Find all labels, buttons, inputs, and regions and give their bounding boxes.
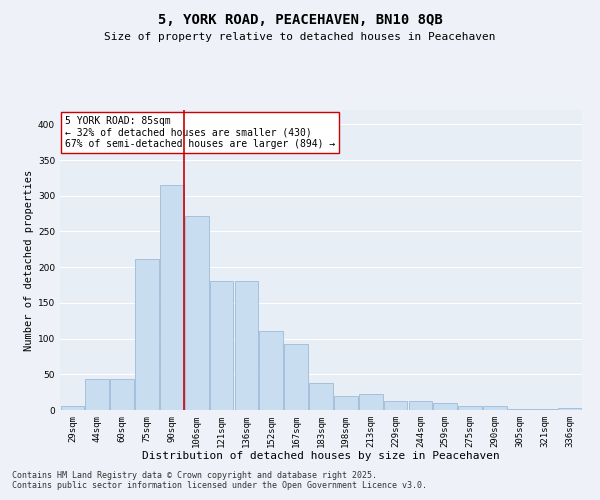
Bar bbox=[160, 185, 184, 410]
Bar bbox=[110, 378, 134, 410]
Text: Contains HM Land Registry data © Crown copyright and database right 2025.
Contai: Contains HM Land Registry data © Crown c… bbox=[12, 470, 427, 490]
Bar bbox=[185, 216, 209, 410]
Bar bbox=[61, 406, 84, 410]
Bar bbox=[483, 406, 507, 410]
Bar bbox=[458, 406, 482, 410]
Bar bbox=[533, 408, 557, 410]
Bar bbox=[210, 282, 233, 410]
Bar bbox=[409, 402, 432, 410]
Bar bbox=[558, 408, 581, 410]
X-axis label: Distribution of detached houses by size in Peacehaven: Distribution of detached houses by size … bbox=[142, 452, 500, 462]
Text: 5, YORK ROAD, PEACEHAVEN, BN10 8QB: 5, YORK ROAD, PEACEHAVEN, BN10 8QB bbox=[158, 12, 442, 26]
Y-axis label: Number of detached properties: Number of detached properties bbox=[24, 170, 34, 350]
Bar bbox=[309, 383, 333, 410]
Bar bbox=[384, 400, 407, 410]
Bar bbox=[235, 282, 258, 410]
Bar bbox=[359, 394, 383, 410]
Bar bbox=[433, 403, 457, 410]
Bar bbox=[334, 396, 358, 410]
Bar bbox=[508, 408, 532, 410]
Text: 5 YORK ROAD: 85sqm
← 32% of detached houses are smaller (430)
67% of semi-detach: 5 YORK ROAD: 85sqm ← 32% of detached hou… bbox=[65, 116, 335, 149]
Bar bbox=[135, 258, 159, 410]
Bar bbox=[284, 344, 308, 410]
Bar bbox=[85, 378, 109, 410]
Text: Size of property relative to detached houses in Peacehaven: Size of property relative to detached ho… bbox=[104, 32, 496, 42]
Bar bbox=[259, 332, 283, 410]
